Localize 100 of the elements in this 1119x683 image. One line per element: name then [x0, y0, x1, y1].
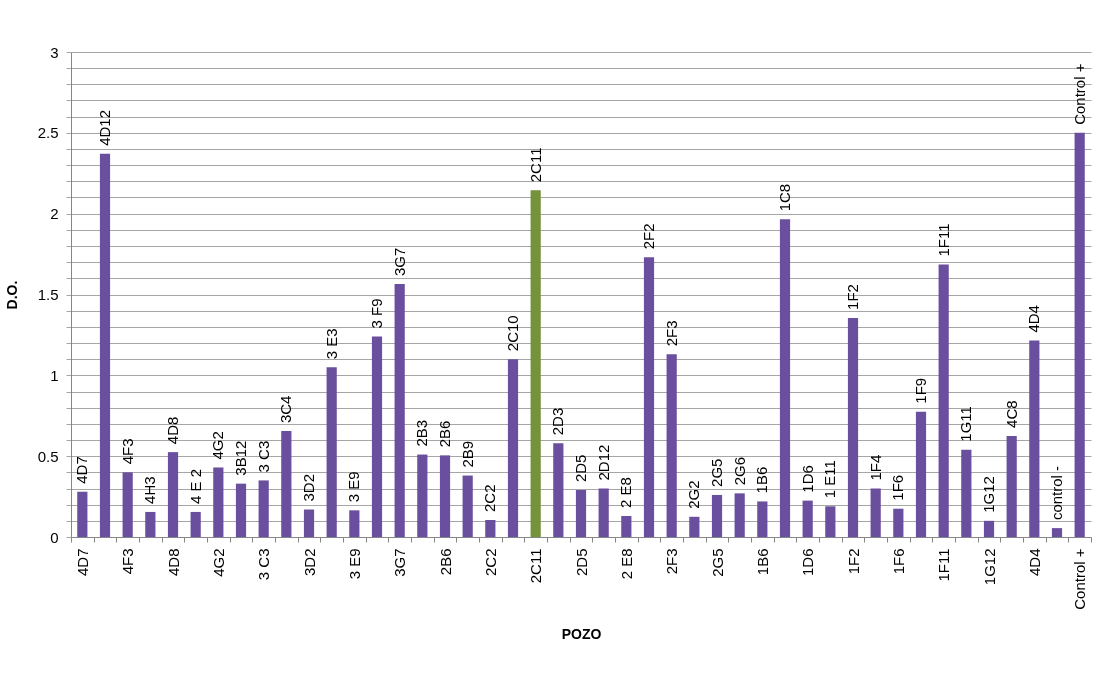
y-tick-label: 0 [50, 528, 59, 546]
x-tick-label: 4D7 [73, 548, 91, 577]
category-label: 1F11 [934, 223, 952, 257]
y-tick-label: 2 [50, 205, 59, 223]
bar [190, 511, 201, 537]
x-tick-label: 3 E3 [322, 328, 340, 360]
x-tick-label: 1F4 [866, 454, 884, 481]
x-tick-label: 4D4 [1025, 548, 1043, 577]
x-axis-title: POZO [561, 625, 602, 642]
bar [983, 520, 995, 537]
x-tick-label: 3D2 [300, 548, 318, 577]
bar [666, 354, 677, 537]
x-tick-label: 2C11 [527, 548, 545, 584]
bar [99, 153, 111, 537]
bar [507, 359, 519, 537]
bar [915, 411, 927, 537]
x-tick-label: 2G6 [730, 456, 748, 486]
x-tick-label: 4F3 [119, 548, 137, 575]
bar [734, 493, 745, 537]
x-tick-label: 1F6 [889, 548, 907, 575]
bar [235, 483, 247, 537]
bar [1074, 132, 1085, 537]
y-tick-label: 0.5 [37, 447, 59, 465]
x-tick-label: 3C4 [277, 395, 295, 424]
bar [145, 511, 156, 537]
x-tick-label: 3G7 [391, 548, 409, 577]
bar [281, 431, 292, 537]
bar [643, 257, 655, 537]
bar [870, 488, 881, 537]
category-label: 2C11 [526, 147, 544, 183]
bar [847, 317, 859, 537]
bar [167, 452, 179, 537]
bar [326, 367, 337, 537]
x-tick-label: 2B6 [436, 548, 454, 576]
x-tick-label: 2C10 [504, 315, 521, 352]
x-tick-label: 2G2 [685, 480, 703, 509]
x-tick-label: Control + [1071, 548, 1089, 610]
y-tick-label: 3 [50, 43, 59, 61]
x-tick-label: 1F11 [935, 548, 953, 582]
category-label: 1F2 [844, 284, 861, 310]
bar [213, 467, 224, 537]
x-tick-label: 4H3 [141, 476, 159, 504]
x-tick-label: 2G5 [708, 548, 726, 577]
bar [779, 219, 791, 537]
x-tick-label: 1G12 [980, 548, 998, 586]
x-tick-label: 2B3 [413, 419, 431, 447]
x-tick-label: 1C8 [776, 183, 793, 212]
x-tick-label: 2F2 [640, 223, 657, 250]
bar [1029, 340, 1040, 537]
bar [439, 455, 451, 537]
y-tick-label: 1 [50, 366, 59, 384]
bar [371, 336, 383, 537]
x-tick-label: 4D8 [164, 548, 182, 577]
bar [258, 480, 269, 537]
x-tick-label: 2C2 [481, 548, 499, 577]
bar [394, 283, 405, 537]
bar [303, 509, 315, 537]
x-tick-label: 2D12 [594, 444, 612, 481]
y-axis-title: D.O. [3, 280, 20, 310]
bar [77, 491, 88, 537]
bar [961, 449, 972, 537]
x-tick-label: 3B12 [232, 440, 249, 476]
x-tick-label: 4 E 2 [186, 468, 204, 504]
bar [825, 506, 836, 537]
bar [530, 190, 541, 537]
x-tick-label: 1D6 [799, 548, 817, 577]
bar [893, 508, 904, 537]
x-tick-label: 2D3 [549, 407, 567, 436]
bar [462, 475, 473, 537]
x-tick-label: 1G11 [957, 406, 975, 442]
x-tick-label: 1 E11 [821, 460, 839, 499]
bar [349, 510, 360, 537]
x-tick-label: 3 F9 [368, 298, 385, 329]
bar [575, 490, 587, 537]
x-tick-label: 4G2 [209, 548, 227, 577]
bar [938, 264, 949, 537]
bar [122, 472, 133, 537]
bar [485, 520, 496, 537]
bar [757, 501, 768, 537]
x-tick-label: 2D5 [572, 548, 590, 577]
x-tick-label: 2 E8 [617, 548, 635, 580]
bar [417, 454, 428, 537]
y-tick-label: 2.5 [37, 124, 59, 142]
x-tick-label: 2B9 [458, 440, 476, 468]
bar [802, 500, 813, 537]
x-tick-label: 4C8 [1002, 400, 1020, 428]
x-tick-label: control - [1048, 465, 1065, 521]
x-tick-label: 3 E9 [345, 548, 363, 580]
category-label: 3G7 [390, 247, 408, 276]
bar [553, 443, 564, 537]
bar [711, 494, 723, 537]
y-tick-label: 1.5 [37, 286, 59, 303]
x-tick-label: 1F9 [912, 377, 929, 404]
bar [1006, 435, 1017, 537]
x-tick-label: 1F2 [844, 548, 862, 575]
x-tick-label: 2F3 [663, 548, 681, 575]
x-tick-label: 4D12 [96, 109, 113, 146]
x-tick-label: 1B6 [753, 548, 771, 576]
category-label: Control + [1070, 63, 1088, 125]
bar [1051, 528, 1063, 537]
